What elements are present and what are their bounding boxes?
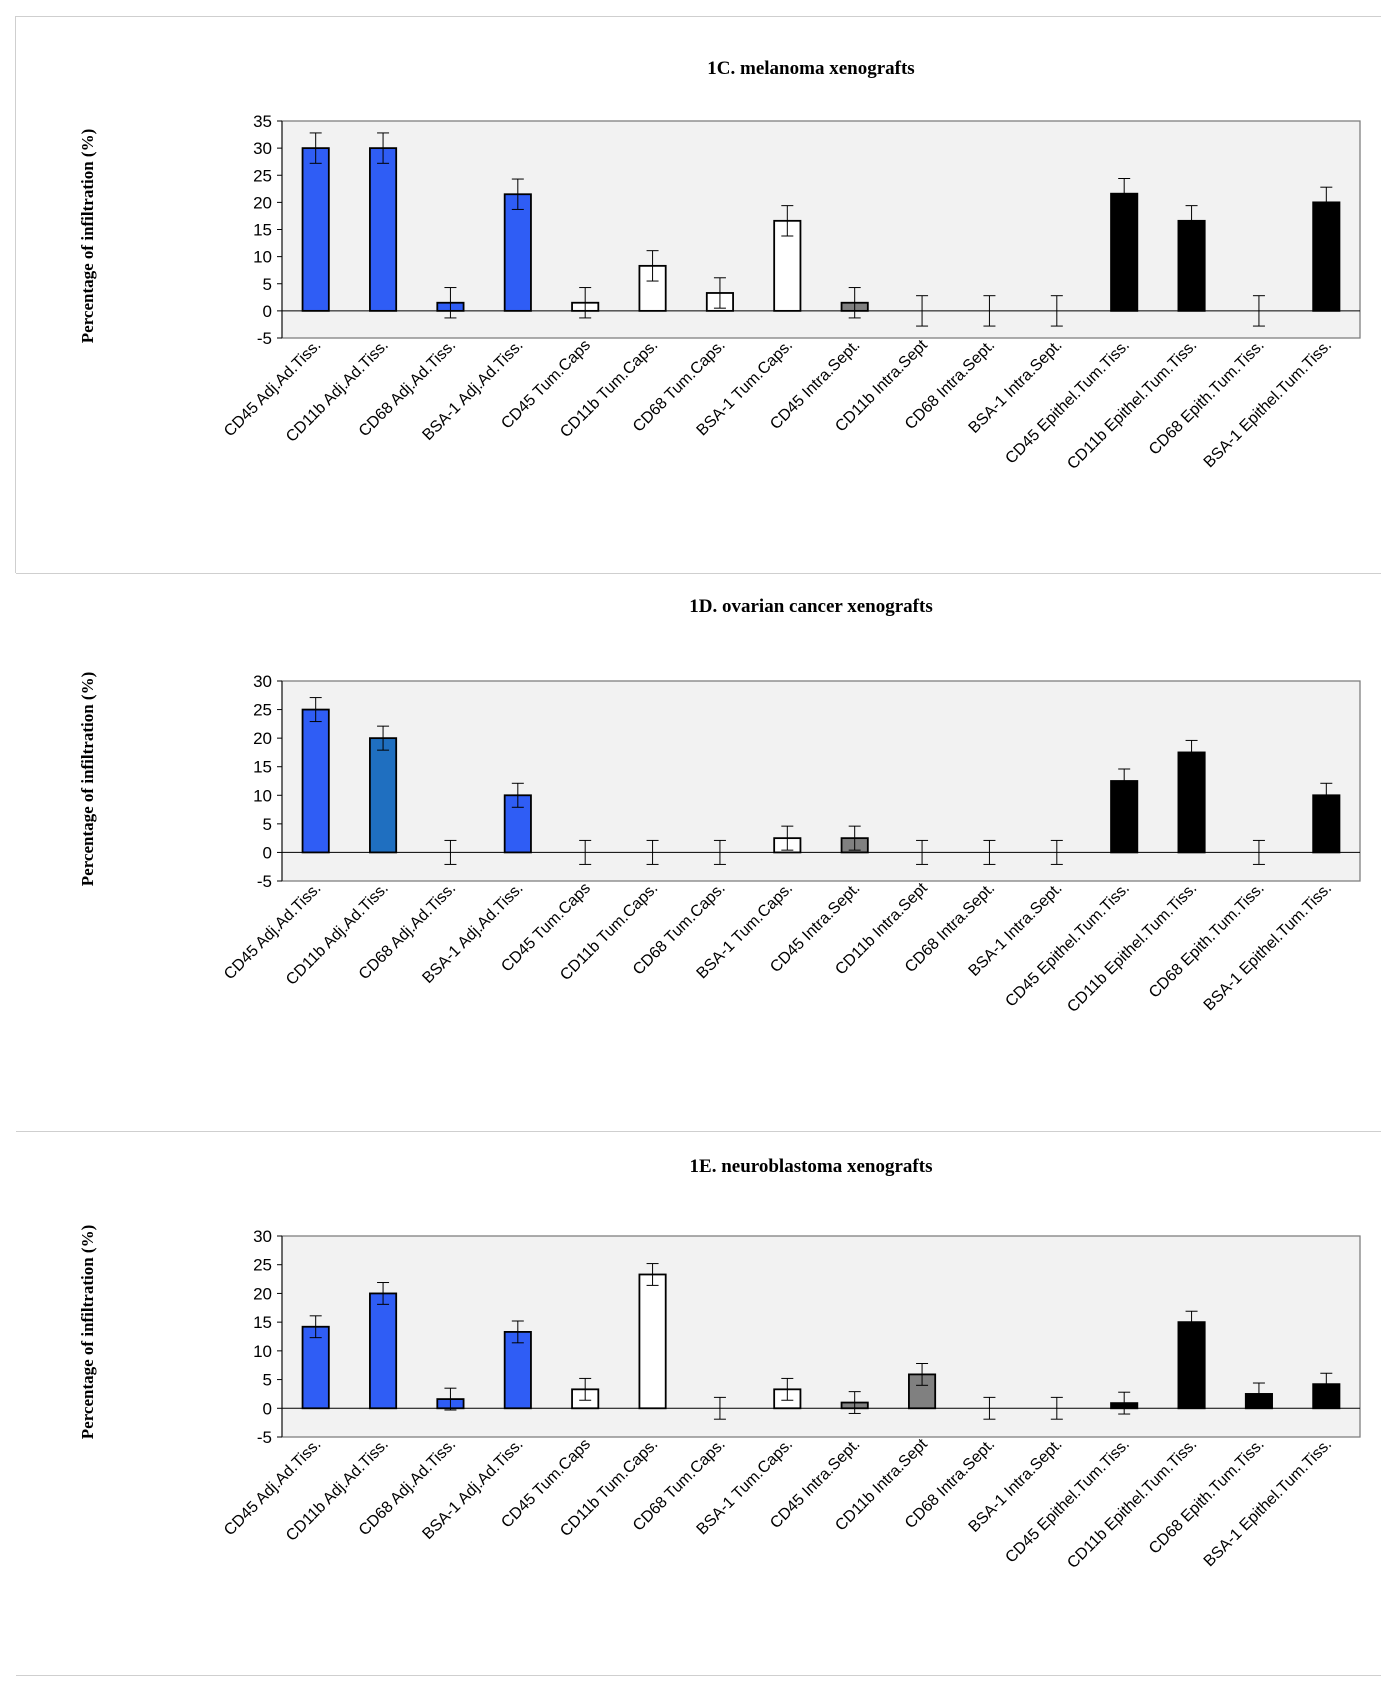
y-tick-label: 20 (253, 193, 272, 212)
bar (369, 737, 398, 854)
ovarian-chart: 1D. ovarian cancer xenografts Percentage … (78, 596, 1361, 1016)
x-category-label: CD45 Epithel.Tum.Tiss. (1002, 337, 1133, 468)
chart-title: 1D. ovarian cancer xenografts (689, 596, 932, 617)
y-tick-label: 15 (253, 1313, 272, 1332)
chart-title: 1C. melanoma xenografts (707, 58, 914, 79)
y-tick-label: 30 (253, 1227, 272, 1246)
chart-panel-melanoma: 1C. melanoma xenografts Percentage of inf… (16, 16, 1381, 574)
bar (1177, 1321, 1206, 1410)
y-tick-label: -5 (257, 872, 272, 891)
chart-panel-ovarian: 1D. ovarian cancer xenografts Percentage … (16, 574, 1381, 1132)
y-tick-label: 5 (263, 1371, 272, 1390)
x-category-label: CD45 Epithel.Tum.Tiss. (1002, 880, 1133, 1011)
panel-divider (16, 1131, 1381, 1132)
bar (1177, 751, 1206, 854)
bar (369, 1292, 398, 1410)
y-tick-label: 25 (253, 701, 272, 720)
bar (503, 193, 532, 312)
x-category-label: BSA-1 Epithel.Tum.Tiss. (1201, 337, 1335, 471)
x-category-label: CD68 Epith.Tum.Tiss. (1146, 880, 1268, 1002)
bar (503, 1331, 532, 1410)
y-tick-label: 0 (263, 302, 272, 321)
y-tick-label: 35 (253, 112, 272, 131)
bar (1312, 201, 1341, 312)
x-category-label: BSA-1 Epithel.Tum.Tiss. (1201, 1436, 1335, 1570)
y-tick-label: 0 (263, 843, 272, 862)
y-tick-label: 15 (253, 221, 272, 240)
x-category-label: CD11b Epithel.Tum.Tiss. (1064, 1436, 1200, 1572)
bar (1110, 192, 1139, 312)
x-category-label: CD68 Epith.Tum.Tiss. (1146, 337, 1268, 459)
neuroblastoma-chart: 1E. neuroblastoma xenografts Percentage o… (78, 1156, 1361, 1572)
y-axis-label: Percentage of infiltration (%) (78, 129, 97, 343)
panel-divider (16, 573, 1381, 574)
melanoma-chart: 1C. melanoma xenografts Percentage of inf… (78, 58, 1361, 473)
y-tick-label: 5 (263, 815, 272, 834)
panel-divider-bottom (16, 1675, 1381, 1676)
y-tick-label: 15 (253, 758, 272, 777)
bar (301, 708, 330, 854)
y-tick-label: 5 (263, 275, 272, 294)
y-tick-label: -5 (257, 1428, 272, 1447)
y-tick-label: -5 (257, 329, 272, 348)
chart-title: 1E. neuroblastoma xenografts (690, 1156, 933, 1177)
bar (638, 1273, 667, 1410)
y-tick-label: 30 (253, 672, 272, 691)
panel-divider-left (15, 16, 16, 573)
y-tick-label: 0 (263, 1399, 272, 1418)
x-category-label: CD11b Epithel.Tum.Tiss. (1064, 880, 1200, 1016)
y-tick-label: 25 (253, 1256, 272, 1275)
bar (301, 1325, 330, 1410)
y-tick-label: 25 (253, 166, 272, 185)
bar (369, 147, 398, 312)
y-tick-label: 20 (253, 1284, 272, 1303)
x-category-label: CD68 Epith.Tum.Tiss. (1146, 1436, 1268, 1558)
x-category-label: CD45 Epithel.Tum.Tiss. (1002, 1436, 1133, 1567)
y-tick-label: 10 (253, 248, 272, 267)
panel-divider-top (16, 16, 1381, 17)
x-category-label: BSA-1 Epithel.Tum.Tiss. (1201, 880, 1335, 1014)
x-category-label: CD11b Epithel.Tum.Tiss. (1064, 337, 1200, 473)
y-tick-label: 20 (253, 729, 272, 748)
chart-panel-neuroblastoma: 1E. neuroblastoma xenografts Percentage o… (16, 1132, 1381, 1690)
y-axis-label: Percentage of infiltration (%) (78, 672, 97, 886)
bar (301, 147, 330, 312)
y-tick-label: 10 (253, 1342, 272, 1361)
y-axis-label: Percentage of infiltration (%) (78, 1225, 97, 1439)
y-tick-label: 10 (253, 786, 272, 805)
y-tick-label: 30 (253, 139, 272, 158)
